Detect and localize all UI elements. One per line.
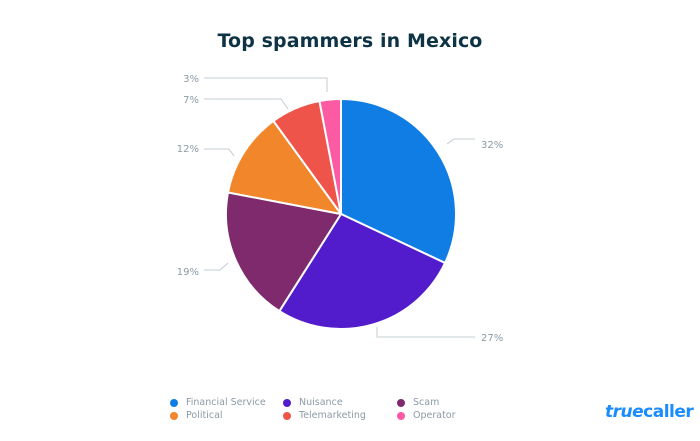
data-label: 12% [177, 144, 199, 155]
legend-item-nuisance[interactable]: Nuisance [283, 397, 343, 408]
truecaller-logo: truecaller [605, 402, 694, 422]
legend-label: Financial Service [186, 397, 266, 408]
logo-part-true: true [605, 402, 644, 422]
legend-label: Nuisance [299, 397, 343, 408]
legend-color-dot-icon [170, 411, 178, 420]
legend-item-scam[interactable]: Scam [397, 397, 439, 408]
data-label: 27% [481, 333, 503, 344]
label-leader-line [376, 327, 475, 338]
label-leader-line [204, 77, 328, 92]
pie-slice-financial-service[interactable] [340, 97, 457, 265]
legend-item-telemarketing[interactable]: Telemarketing [283, 410, 366, 421]
legend-color-dot-icon [283, 411, 291, 420]
legend-color-dot-icon [397, 398, 405, 407]
pie-slice-nuisance[interactable] [277, 212, 447, 330]
pie-slice-scam[interactable] [225, 191, 343, 313]
pie-slice-operator[interactable] [318, 97, 342, 215]
data-label: 32% [481, 140, 503, 151]
legend-color-dot-icon [170, 398, 178, 407]
legend-item-operator[interactable]: Operator [397, 410, 456, 421]
legend-label: Scam [413, 397, 440, 408]
pie-slice-political[interactable] [226, 119, 344, 216]
legend-item-financial-service[interactable]: Financial Service [170, 397, 266, 408]
data-label: 7% [183, 95, 199, 106]
data-label: 19% [177, 267, 199, 278]
logo-part-caller: caller [643, 402, 694, 422]
legend-label: Political [186, 410, 223, 421]
label-leader-line [204, 262, 229, 271]
legend-item-political[interactable]: Political [170, 410, 223, 421]
legend-color-dot-icon [397, 411, 405, 420]
legend-color-dot-icon [283, 398, 291, 407]
label-leader-line [446, 138, 475, 145]
data-label: 3% [183, 74, 199, 85]
label-leader-line [204, 148, 235, 157]
chart-title: Top spammers in Mexico [217, 30, 483, 52]
label-leader-line [204, 98, 289, 110]
legend-label: Operator [413, 410, 456, 421]
legend-label: Telemarketing [299, 410, 366, 421]
